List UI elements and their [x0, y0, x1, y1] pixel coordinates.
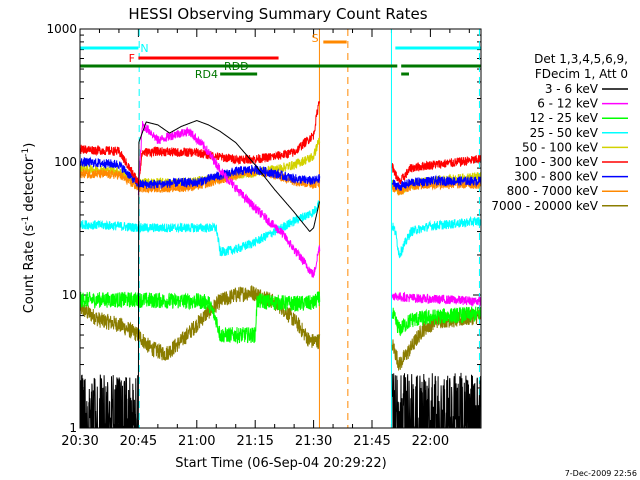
legend-label: 6 - 12 keV [537, 97, 599, 111]
legend-label: 12 - 25 keV [530, 111, 599, 125]
flag-label-f: F [129, 52, 135, 65]
x-tick-label: 20:30 [61, 434, 98, 449]
generated-timestamp: 7-Dec-2009 22:56 [565, 469, 637, 478]
x-tick-label: 21:00 [178, 434, 215, 449]
flag-label-rd4: RD4 [195, 68, 218, 81]
x-axis-label: Start Time (06-Sep-04 20:29:22) [175, 456, 386, 471]
series-line-s7 [80, 156, 481, 191]
legend-label: 3 - 6 keV [545, 82, 599, 96]
series-line-s4 [80, 200, 481, 259]
x-tick-label: 21:15 [236, 434, 273, 449]
x-tick-label: 22:00 [412, 434, 449, 449]
y-axis-label-part1: Count Rate (s [22, 225, 37, 314]
chart-title: HESSI Observing Summary Count Rates [128, 5, 427, 23]
series-line-s6 [80, 100, 481, 186]
legend-label: 25 - 50 keV [530, 126, 599, 140]
y-tick-label: 1 [69, 421, 77, 435]
flag-label-rdd: RDD [224, 60, 249, 73]
y-axis-label-sup1: -1 [21, 216, 31, 225]
flag-label-s: S [312, 32, 319, 45]
series-line-s2 [137, 120, 481, 307]
y-tick-labels: 1 10 100 1000 [46, 22, 77, 435]
legend-label: 50 - 100 keV [522, 140, 599, 154]
series-line-s3 [80, 291, 481, 345]
flag-label-n: N [140, 42, 148, 55]
legend-header-1: Det 1,3,4,5,6,9, [534, 52, 628, 66]
y-axis-label-sup2: -1 [21, 148, 31, 157]
plot-frame [79, 28, 482, 429]
x-tick-label: 20:45 [120, 434, 157, 449]
y-tick-label: 1000 [46, 22, 77, 36]
legend: Det 1,3,4,5,6,9, FDecim 1, Att 0 3 - 6 k… [491, 52, 628, 213]
series-line-s1 [80, 119, 481, 428]
y-axis-label-part2: detector [22, 156, 37, 216]
state-flags: N S F RDD RD4 [80, 32, 481, 81]
series-layer [80, 100, 481, 428]
legend-header-2: FDecim 1, Att 0 [535, 67, 628, 81]
legend-label: 800 - 7000 keV [507, 184, 599, 198]
x-tick-label: 21:30 [295, 434, 332, 449]
x-tick-label: 21:45 [353, 434, 390, 449]
legend-label: 100 - 300 keV [514, 155, 598, 169]
legend-label: 300 - 800 keV [514, 170, 598, 184]
x-tick-labels: 20:30 20:45 21:00 21:15 21:30 21:45 22:00 [61, 434, 449, 449]
y-axis-label: Count Rate (s-1 detector-1) [21, 143, 37, 314]
reference-lines [138, 29, 480, 428]
y-axis-label-part3: ) [22, 143, 37, 148]
y-tick-label: 10 [62, 288, 77, 302]
y-tick-label: 100 [54, 155, 77, 169]
legend-label: 7000 - 20000 keV [491, 199, 598, 213]
